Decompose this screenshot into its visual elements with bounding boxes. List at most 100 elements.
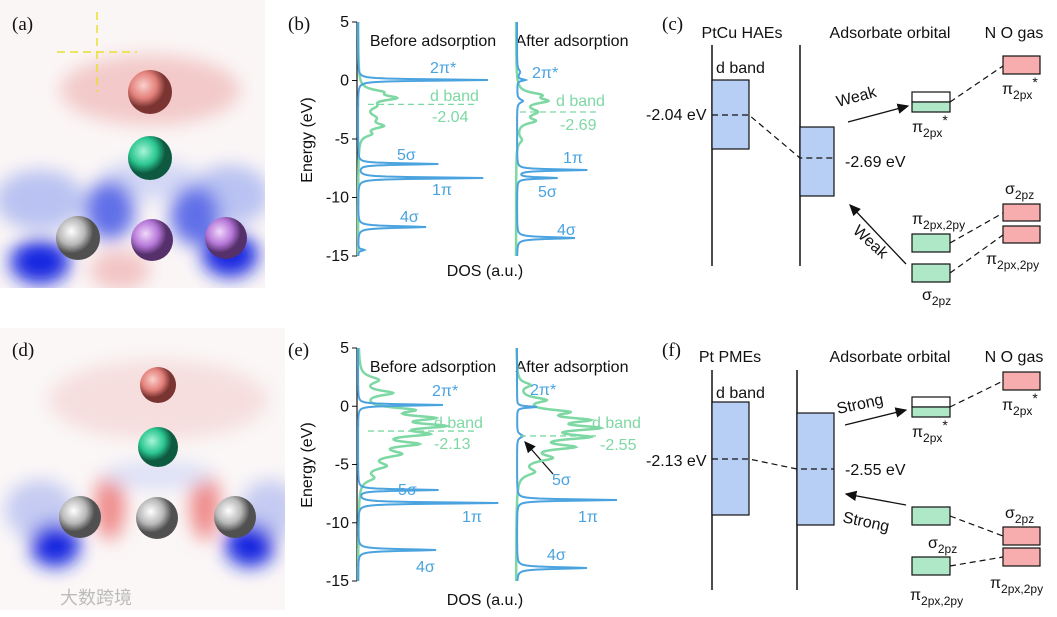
y-axis-label: Energy (eV) [299,97,316,182]
orbital-subscript: 2px,2py [921,594,963,608]
orbital-symbol: σ [1005,505,1015,522]
x-axis-label: DOS (a.u.) [447,263,523,280]
d-band-label: d band [592,415,641,432]
column-title: N O gas [985,349,1044,366]
orbital-subscript: 2px,2py [1001,582,1043,596]
peak-label: 4σ [416,559,435,576]
orbital-label: π2px* [1002,390,1038,418]
panel-label: (a) [12,14,33,35]
arrow [524,441,554,475]
x-axis-label: DOS (a.u.) [447,592,523,609]
dos-panel-e: (e) Energy (eV) DOS (a.u.) Before adsorp… [288,340,641,609]
orbital-subscript: 2pz [932,294,951,308]
panel-label: (c) [662,14,683,35]
column-title: Adsorbate orbital [830,349,951,366]
dos-curve [357,22,489,256]
orbital-symbol: σ [1005,181,1015,198]
charge-map-a [0,0,265,288]
column-title: N O gas [985,25,1044,42]
peak-label: 1π [563,150,583,167]
interaction-label: Strong [841,509,891,535]
orbital-label: π2px* [912,112,948,140]
d-band-label: d band [716,385,765,402]
panel-label: (e) [288,340,309,361]
d-center-label: -2.04 [432,109,469,126]
y-axis-label: Energy (eV) [299,422,316,507]
orbital-symbol: π [912,424,923,441]
y-tick-label: 0 [340,73,349,90]
panel-label: (f) [662,340,681,361]
orbital-symbol: π [912,119,923,136]
column-title: Pt PMEs [699,349,761,366]
y-tick-label: 5 [340,14,349,31]
y-tick-label: -5 [335,457,349,474]
orbital-label: σ2pz [928,535,957,556]
orbital-label: σ2pz [922,287,951,308]
peak-label: 1π [432,182,452,199]
orbital-superscript: * [942,112,948,128]
watermark: 大数跨境 [60,588,132,608]
orbital-label: σ2pz [1005,505,1034,526]
energy-label: -2.55 eV [845,462,906,479]
peak-label: 5σ [538,184,557,201]
orbital-label: π2px* [912,417,948,445]
orbital-subscript: 2px [1013,404,1032,418]
orbital-label: π2px* [1002,74,1038,102]
orbital-subscript: 2pz [1015,188,1034,202]
orbital-label: π2px,2py [986,251,1039,272]
dos-curve [356,22,400,256]
dos-curve [516,348,618,582]
orbital-symbol: π [910,587,921,604]
d-center-label: -2.55 [600,437,637,454]
energy-label: -2.04 eV [646,107,707,124]
y-tick-label: -5 [335,131,349,148]
column-title: After adsorption [516,33,629,50]
orbital-subscript: 2pz [1015,512,1034,526]
column-title: Before adsorption [370,33,496,50]
orbital-label: π2px,2py [910,587,963,608]
y-tick-label: 5 [340,340,349,357]
orbital-label: σ2pz [1005,181,1034,202]
column-title: PtCu HAEs [702,25,783,42]
y-tick-label: -15 [326,248,349,265]
orbital-symbol: π [1002,81,1013,98]
orbital-subscript: 2px [923,431,942,445]
peak-label: 5σ [552,472,571,489]
peak-label: 2π* [430,60,456,77]
orbital-diagram-f: (f) Pt PMEs Adsorbate orbital N O gas d … [646,340,1043,608]
orbital-superscript: * [1032,74,1038,90]
orbital-subscript: 2pz [938,542,957,556]
dos-panel-b: (b) Energy (eV) DOS (a.u.) Before adsorp… [288,14,628,280]
orbital-label: π2px,2py [990,575,1043,596]
peak-label: 1π [578,509,598,526]
orbital-symbol: π [912,211,923,228]
interaction-label: Weak [835,84,880,111]
y-tick-label: 0 [340,398,349,415]
interaction-label: Strong [835,391,885,417]
panel-label: (b) [288,14,310,35]
orbital-symbol: π [986,251,997,268]
orbital-symbol: π [990,575,1001,592]
peak-label: 5σ [397,147,416,164]
orbital-subscript: 2px [1013,88,1032,102]
energy-label: -2.13 eV [646,453,707,470]
orbital-diagram-c: (c) PtCu HAEs Adsorbate orbital N O gas … [646,14,1043,308]
peak-label: 2π* [432,383,458,400]
y-tick-label: -10 [326,190,349,207]
peak-label: 4σ [557,222,576,239]
orbital-symbol: σ [928,535,938,552]
adsorbate-box [799,126,835,197]
panel-label: (d) [12,340,34,361]
d-band-label: d band [716,60,765,77]
orbital-superscript: * [942,417,948,433]
dos-curve [357,348,499,581]
orbital-superscript: * [1032,390,1038,406]
d-band-label: d band [430,88,479,105]
y-tick-label: -15 [326,573,349,590]
column-title: Before adsorption [370,359,496,376]
orbital-subscript: 2px [923,126,942,140]
d-band-box [711,401,750,516]
orbital-subscript: 2px,2py [997,258,1039,272]
d-center-label: -2.13 [434,436,471,453]
